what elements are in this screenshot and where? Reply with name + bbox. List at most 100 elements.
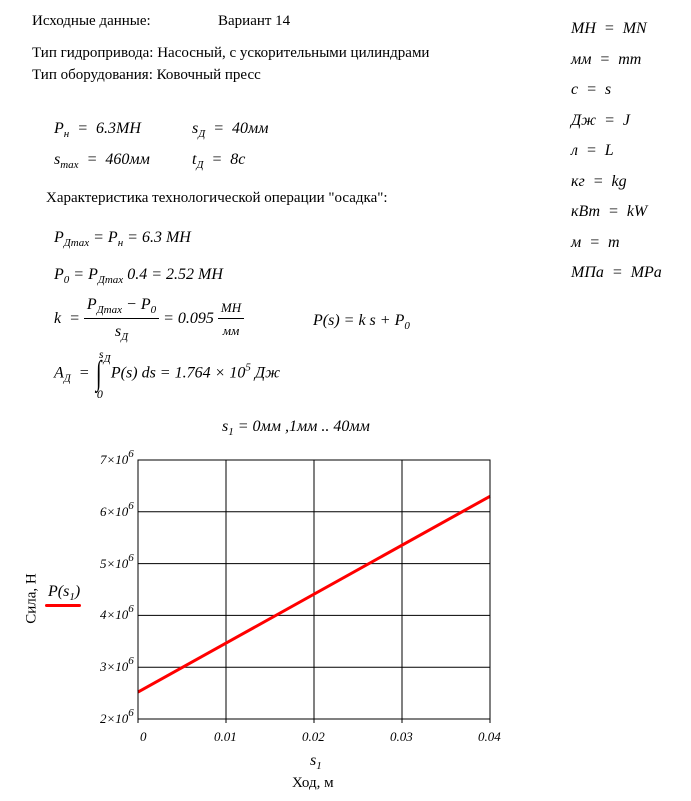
x-tick-label: 0.03 — [390, 729, 413, 744]
symbol: P — [107, 229, 118, 246]
subscript: max — [60, 159, 79, 171]
unit-rhs: MPa — [630, 264, 662, 281]
x-axis-label: Ход, м — [292, 775, 334, 791]
subscript: 0 — [404, 320, 410, 332]
symbol: k — [54, 310, 62, 328]
equation-p0: P0 = PДmax 0.4 = 2.52 МН — [54, 266, 223, 286]
symbol: t — [192, 151, 197, 168]
unit: Дж — [254, 364, 280, 382]
subscript: Д — [121, 331, 129, 343]
symbol: s — [114, 323, 122, 340]
subscript: 1 — [69, 591, 75, 603]
subscript: Д — [103, 352, 111, 365]
upper-limit: s — [98, 346, 104, 361]
symbol: P — [54, 120, 64, 137]
result: 2.52 — [165, 266, 194, 283]
unit-definition: Дж = J — [571, 111, 630, 129]
symbol: P — [54, 266, 64, 283]
value: 6.3МН — [96, 120, 141, 137]
unit: МН — [217, 300, 245, 319]
y-tick-label: 3×106 — [100, 655, 134, 675]
exponent: 6 — [128, 448, 134, 460]
unit-rhs: MN — [622, 20, 647, 37]
symbol: s — [192, 120, 199, 137]
mantissa: 3×10 — [100, 659, 129, 675]
subscript: н — [63, 128, 70, 140]
unit-lhs: м — [571, 233, 582, 251]
y-tick-label: 2×106 — [100, 707, 134, 727]
section-title: Характеристика технологической операции … — [46, 190, 388, 206]
unit-rhs: L — [604, 142, 614, 159]
subscript: 0 — [150, 304, 157, 316]
formula: P(s) = k s + P — [313, 312, 405, 329]
legend-entry: P(s1) — [48, 583, 80, 603]
unit-rhs: kg — [611, 172, 627, 190]
unit-definition: МН = MN — [571, 20, 647, 37]
y-axis-label: Сила, Н — [23, 573, 40, 624]
x-tick-label: 0.01 — [214, 729, 237, 744]
equation-ps: P(s) = k s + P0 — [313, 312, 410, 332]
unit-definition: м = m — [571, 233, 620, 251]
equation-k: k = PДmax − P0 sД = 0.095 МН мм — [54, 296, 245, 343]
input-smax: smax = 460мм — [54, 151, 150, 171]
value: 460мм — [105, 151, 150, 168]
symbol: A — [54, 364, 64, 382]
unit-definition: кВт = kW — [571, 203, 648, 220]
unit-rhs: s — [604, 81, 612, 98]
subscript: 1 — [228, 426, 234, 438]
mantissa: 4×10 — [100, 607, 129, 623]
subscript: Д — [198, 128, 206, 140]
equation-ad: AД = ∫ sД 0 P(s) ds = 1.764 × 105 Дж — [54, 346, 280, 401]
range: = 0мм ,1мм .. 40мм — [237, 418, 370, 435]
input-sd: sД = 40мм — [192, 120, 269, 140]
unit-lhs: МН — [571, 20, 596, 37]
x-variable: s1 — [310, 752, 322, 772]
y-tick-label: 5×106 — [100, 552, 134, 572]
unit-lhs: л — [571, 142, 578, 159]
subscript: Д — [196, 159, 204, 171]
x-tick-label: 0 — [140, 729, 147, 744]
y-tick-label: 7×106 — [100, 448, 134, 468]
unit-fraction: МН мм — [217, 300, 245, 339]
subscript: 0 — [63, 274, 70, 286]
symbol: s — [54, 151, 61, 168]
result: 0.095 — [177, 310, 214, 328]
factor: 0.4 — [127, 266, 148, 283]
drive-type: Тип гидропривода: Насосный, с ускоритель… — [32, 45, 430, 61]
unit-rhs: m — [608, 233, 620, 251]
y-tick-label: 4×106 — [100, 603, 134, 623]
symbol: P — [54, 229, 64, 246]
value: 8с — [230, 151, 246, 168]
grid — [137, 459, 491, 723]
plot-frame — [137, 459, 491, 720]
value: 40мм — [232, 120, 269, 137]
legend-label: P(s — [48, 583, 70, 600]
source-data-label: Исходные данные: — [32, 13, 151, 29]
subscript: н — [117, 237, 124, 249]
input-td: tД = 8с — [192, 151, 246, 171]
range-definition: s1 = 0мм ,1мм .. 40мм — [222, 418, 370, 438]
equipment-type: Тип оборудования: Ковочный пресс — [32, 67, 261, 83]
symbol: s — [310, 752, 317, 769]
subscript: Дmax — [97, 274, 124, 286]
mantissa: 5×10 — [100, 555, 129, 571]
unit-definition: мм = mm — [571, 50, 642, 68]
exponent: 5 — [245, 361, 251, 374]
unit-lhs: с — [571, 81, 579, 98]
unit-lhs: кг — [571, 172, 585, 190]
symbol: P — [86, 296, 97, 313]
variant-label: Вариант 14 — [218, 13, 291, 29]
symbol: P — [88, 266, 98, 283]
unit-definition: МПа = MPa — [571, 264, 662, 281]
mantissa: 6×10 — [100, 503, 129, 519]
integrand: P(s) ds = 1.764 × 10 — [110, 364, 246, 382]
input-pn: Pн = 6.3МН — [54, 120, 141, 140]
operator: − — [126, 296, 137, 313]
unit: МН — [165, 229, 191, 246]
symbol: P — [140, 296, 151, 313]
chart[interactable] — [0, 440, 691, 801]
unit-lhs: кВт — [571, 203, 601, 220]
mantissa: 7×10 — [100, 452, 129, 467]
exponent: 6 — [128, 499, 134, 512]
mantissa: 2×10 — [100, 711, 129, 726]
